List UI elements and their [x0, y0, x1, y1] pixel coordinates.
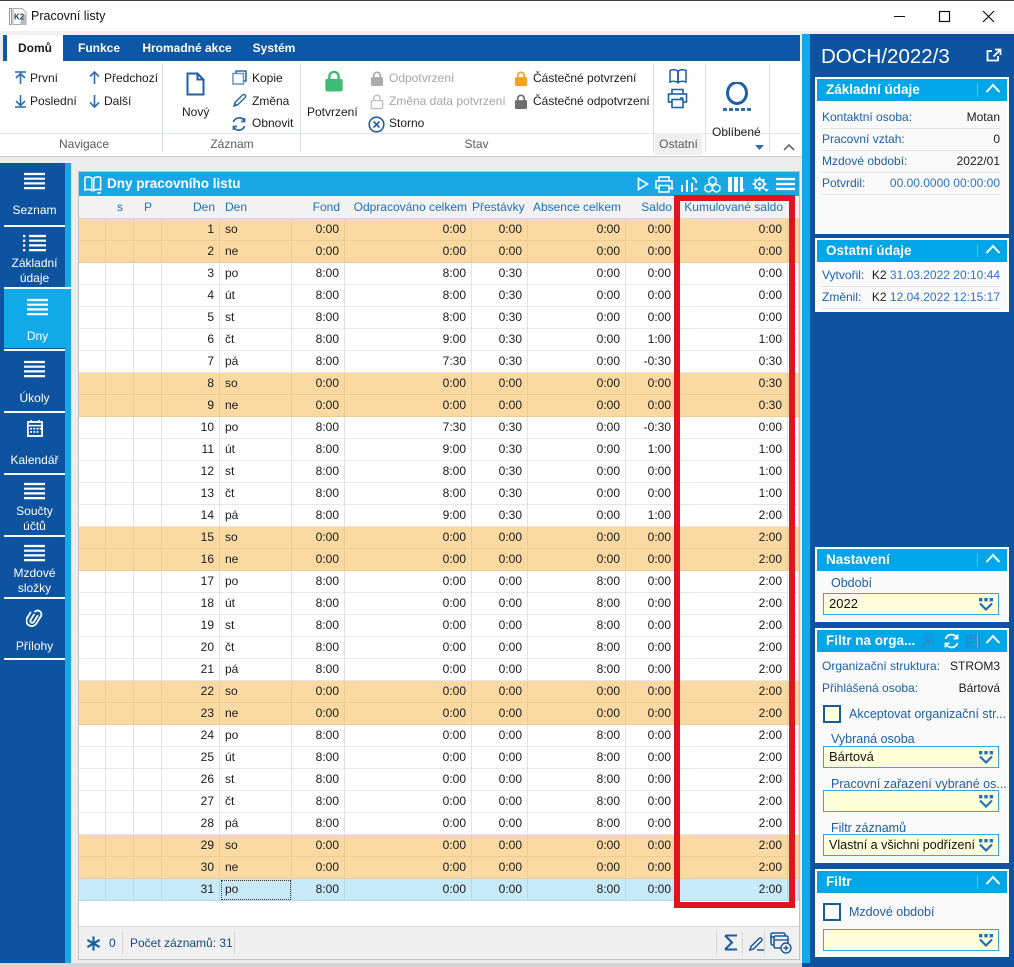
svg-text:K2: K2 — [14, 13, 25, 22]
